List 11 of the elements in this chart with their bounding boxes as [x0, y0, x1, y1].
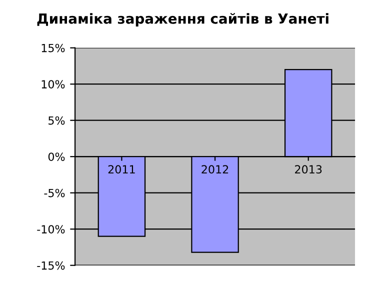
- y-tick-label: -15%: [37, 261, 65, 270]
- y-tick-label: 10%: [42, 80, 65, 88]
- y-tick-label: 5%: [48, 116, 65, 125]
- x-tick-label: 2013: [295, 165, 322, 174]
- y-tick-label: -5%: [44, 188, 65, 198]
- x-tick-label: 2011: [108, 165, 135, 174]
- y-tick-label: -10%: [37, 225, 65, 234]
- chart-title: Динаміка зараження сайтів в Уанеті: [37, 13, 328, 27]
- y-tick-label: 15%: [42, 44, 65, 52]
- y-tick-label: 0%: [48, 152, 65, 161]
- x-tick-label: 2012: [202, 165, 228, 174]
